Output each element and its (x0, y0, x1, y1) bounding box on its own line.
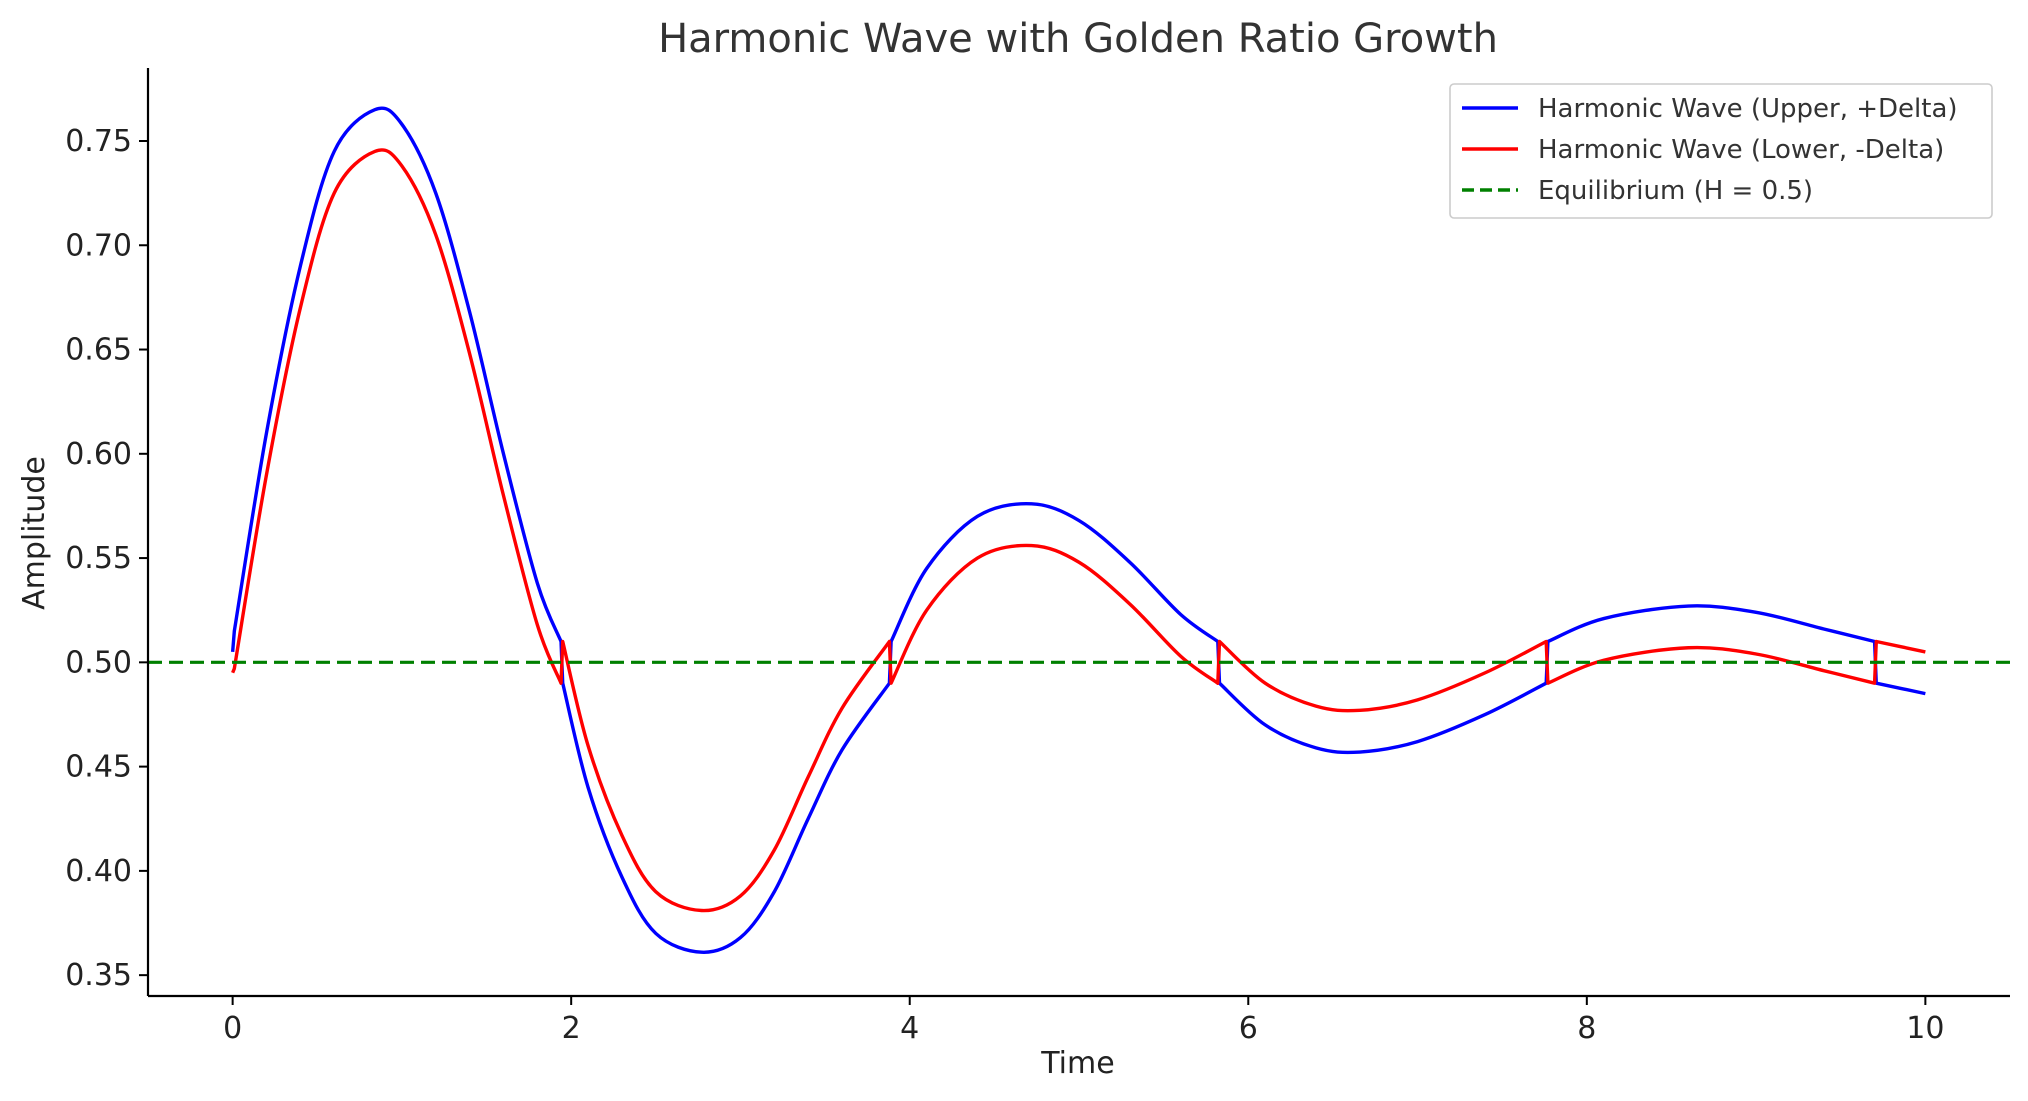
y-axis-label: Amplitude (17, 456, 52, 610)
legend-entry-label: Harmonic Wave (Upper, +Delta) (1538, 94, 1958, 124)
series-lower-line (231, 148, 1926, 913)
x-tick-label: 4 (900, 1011, 919, 1046)
plot-area (148, 106, 2010, 954)
x-tick-label: 0 (223, 1011, 242, 1046)
y-tick-label: 0.60 (65, 437, 132, 472)
x-tick-label: 10 (1906, 1011, 1944, 1046)
x-tick-label: 8 (1577, 1011, 1596, 1046)
axes: 0 2 4 6 8 10 0.35 0.40 0.45 0.50 0.55 0.60 0.65 0.70 0… (65, 68, 2010, 1046)
legend-entry-label: Equilibrium (H = 0.5) (1538, 176, 1813, 206)
y-tick-label: 0.45 (65, 750, 132, 785)
y-tick-label: 0.40 (65, 854, 132, 889)
legend-frame (1449, 83, 1993, 219)
legend: Harmonic Wave (Upper, +Delta) Harmonic Wa… (1449, 83, 1993, 219)
x-tick-label: 2 (562, 1011, 581, 1046)
y-tick-label: 0.55 (65, 541, 132, 576)
y-tick-label: 0.75 (65, 124, 132, 159)
series-upper-line (230, 106, 1926, 954)
y-tick-label: 0.50 (65, 645, 132, 680)
y-tick-label: 0.35 (65, 958, 132, 993)
legend-entry-label: Harmonic Wave (Lower, -Delta) (1538, 135, 1944, 165)
y-tick-label: 0.65 (65, 333, 132, 368)
chart-title: Harmonic Wave with Golden Ratio Growth (658, 16, 1498, 62)
y-tick-label: 0.70 (65, 228, 132, 263)
x-tick-label: 6 (1239, 1011, 1258, 1046)
x-axis-label: Time (1040, 1046, 1114, 1081)
